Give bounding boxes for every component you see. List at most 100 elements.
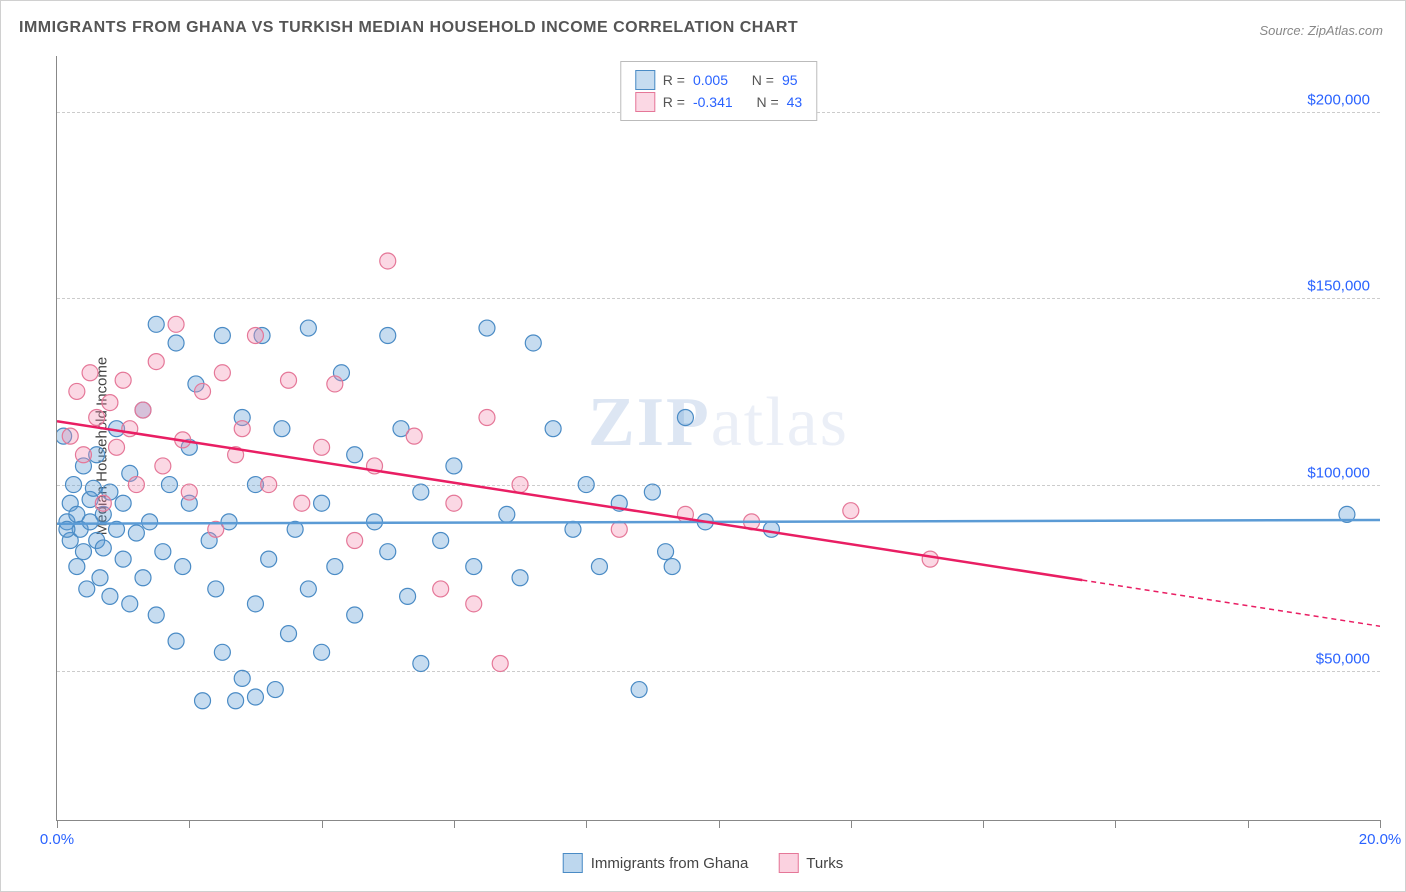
data-point xyxy=(115,495,131,511)
data-point xyxy=(446,495,462,511)
data-point xyxy=(300,320,316,336)
data-point xyxy=(148,354,164,370)
data-point xyxy=(128,477,144,493)
regression-line-extrapolated xyxy=(1082,580,1380,626)
data-point xyxy=(85,480,101,496)
data-point xyxy=(69,383,85,399)
data-point xyxy=(247,596,263,612)
data-point xyxy=(168,633,184,649)
data-point xyxy=(512,570,528,586)
r-value-turks: -0.341 xyxy=(693,94,733,110)
data-point xyxy=(214,644,230,660)
data-point xyxy=(545,421,561,437)
r-value-ghana: 0.005 xyxy=(693,72,728,88)
data-point xyxy=(300,581,316,597)
data-point xyxy=(142,514,158,530)
data-point xyxy=(413,484,429,500)
x-tick-label: 20.0% xyxy=(1359,831,1402,848)
x-tick xyxy=(1380,820,1381,828)
data-point xyxy=(135,570,151,586)
data-point xyxy=(102,395,118,411)
data-point xyxy=(380,253,396,269)
data-point xyxy=(314,644,330,660)
data-point xyxy=(466,596,482,612)
data-point xyxy=(155,544,171,560)
data-point xyxy=(66,477,82,493)
data-point xyxy=(62,428,78,444)
data-point xyxy=(479,320,495,336)
data-point xyxy=(843,503,859,519)
regression-line xyxy=(57,421,1082,580)
data-point xyxy=(102,588,118,604)
data-point xyxy=(281,372,297,388)
data-point xyxy=(763,521,779,537)
x-tick xyxy=(983,820,984,828)
series-legend: Immigrants from Ghana Turks xyxy=(563,853,844,873)
data-point xyxy=(327,376,343,392)
data-point xyxy=(314,439,330,455)
data-point xyxy=(433,581,449,597)
data-point xyxy=(294,495,310,511)
n-label: N = xyxy=(752,72,774,88)
data-point xyxy=(406,428,422,444)
stats-row-ghana: R = 0.005 N = 95 xyxy=(635,70,802,90)
legend-item-turks: Turks xyxy=(778,853,843,873)
data-point xyxy=(214,328,230,344)
legend-label-turks: Turks xyxy=(806,855,843,872)
data-point xyxy=(267,682,283,698)
data-point xyxy=(499,506,515,522)
plot-area: ZIPatlas R = 0.005 N = 95 R = -0.341 N =… xyxy=(56,56,1380,821)
data-point xyxy=(347,532,363,548)
data-point xyxy=(82,365,98,381)
x-tick xyxy=(1248,820,1249,828)
data-point xyxy=(168,316,184,332)
r-label: R = xyxy=(663,94,685,110)
data-point xyxy=(208,581,224,597)
data-point xyxy=(611,521,627,537)
x-tick xyxy=(57,820,58,828)
r-label: R = xyxy=(663,72,685,88)
data-point xyxy=(161,477,177,493)
stats-legend: R = 0.005 N = 95 R = -0.341 N = 43 xyxy=(620,61,817,121)
data-point xyxy=(314,495,330,511)
data-point xyxy=(214,365,230,381)
data-point xyxy=(148,607,164,623)
data-point xyxy=(95,495,111,511)
data-point xyxy=(658,544,674,560)
data-point xyxy=(228,693,244,709)
data-point xyxy=(274,421,290,437)
data-point xyxy=(115,372,131,388)
data-point xyxy=(92,570,108,586)
n-label: N = xyxy=(756,94,778,110)
x-tick xyxy=(322,820,323,828)
legend-item-ghana: Immigrants from Ghana xyxy=(563,853,749,873)
data-point xyxy=(664,559,680,575)
data-point xyxy=(195,693,211,709)
data-point xyxy=(631,682,647,698)
data-point xyxy=(525,335,541,351)
data-point xyxy=(181,484,197,500)
data-point xyxy=(347,447,363,463)
data-point xyxy=(247,328,263,344)
data-point xyxy=(135,402,151,418)
data-point xyxy=(89,410,105,426)
data-point xyxy=(347,607,363,623)
n-value-turks: 43 xyxy=(787,94,803,110)
data-point xyxy=(591,559,607,575)
x-tick xyxy=(454,820,455,828)
chart-container: { "title": "IMMIGRANTS FROM GHANA VS TUR… xyxy=(0,0,1406,892)
data-point xyxy=(122,596,138,612)
legend-swatch-turks xyxy=(778,853,798,873)
data-point xyxy=(327,559,343,575)
data-point xyxy=(380,544,396,560)
data-point xyxy=(281,626,297,642)
data-point xyxy=(175,559,191,575)
data-point xyxy=(69,559,85,575)
data-point xyxy=(479,410,495,426)
x-tick xyxy=(189,820,190,828)
source-prefix: Source: xyxy=(1259,23,1307,38)
data-point xyxy=(413,655,429,671)
data-point xyxy=(380,328,396,344)
x-tick xyxy=(1115,820,1116,828)
data-point xyxy=(195,383,211,399)
